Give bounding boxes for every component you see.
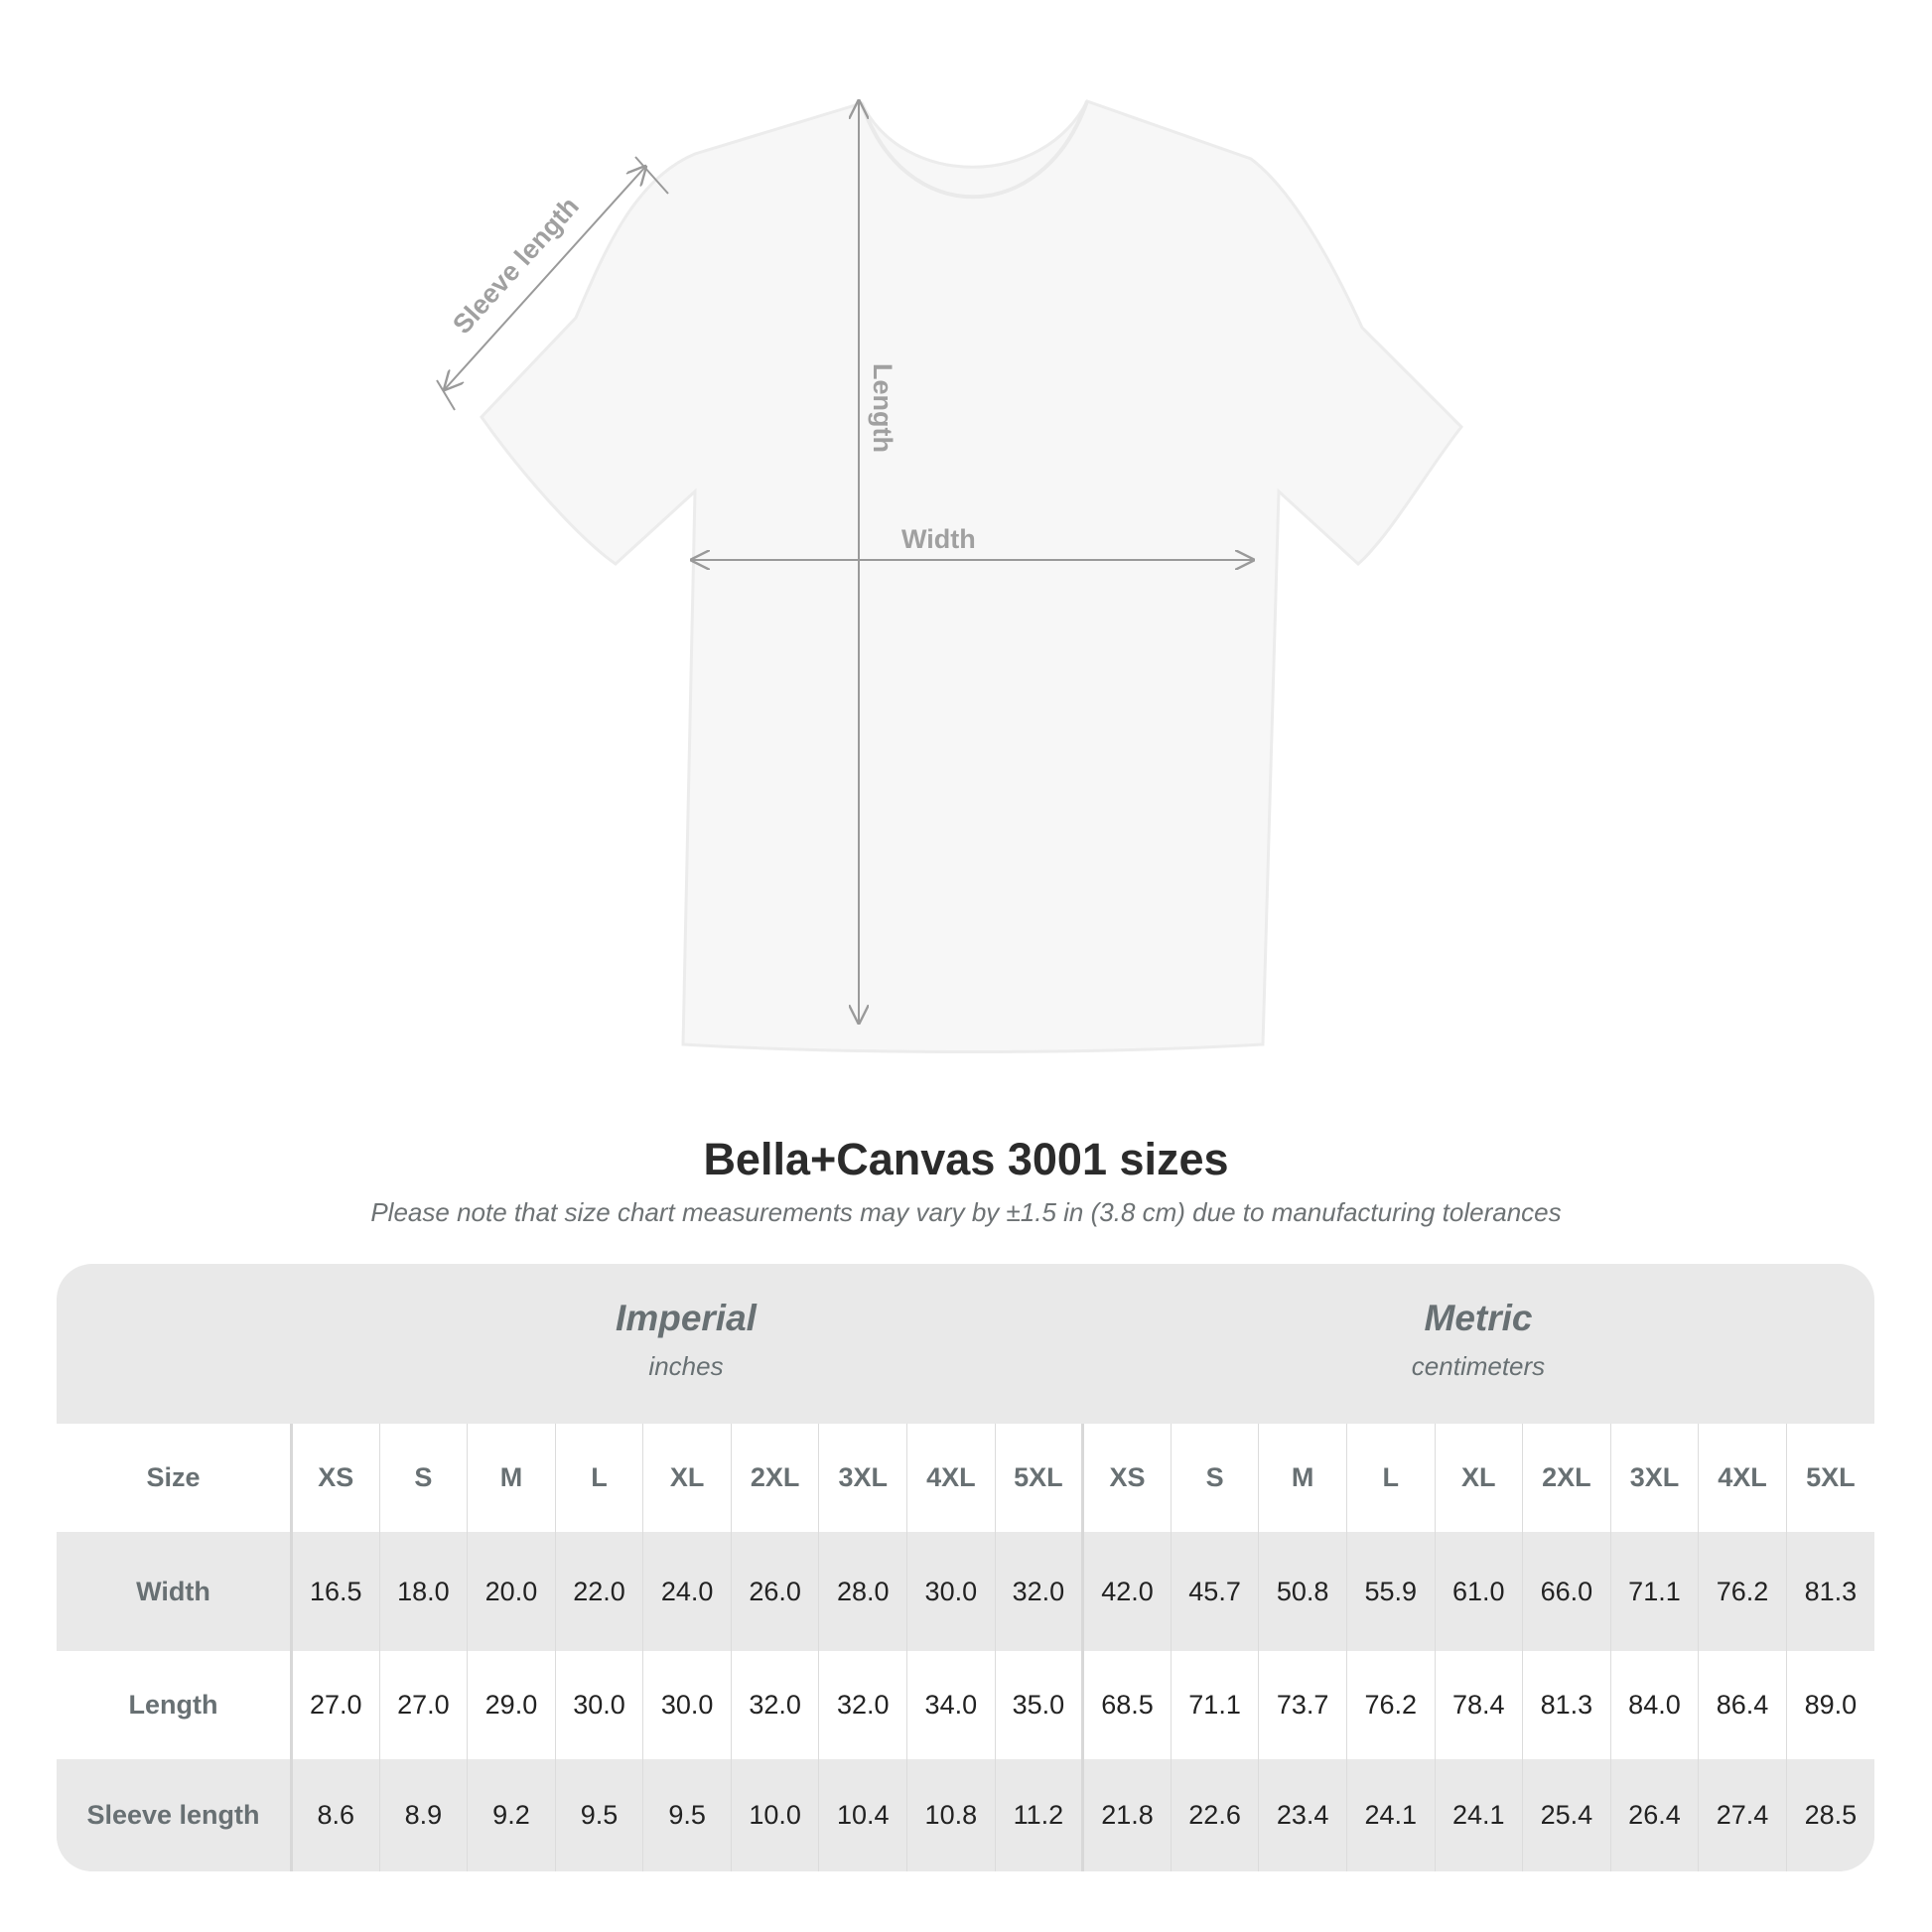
imperial-cell: 18.0 [378,1532,468,1651]
imperial-cell: 9.5 [642,1759,732,1871]
sleeve-length-label: Sleeve length [447,192,585,340]
imperial-cell: 34.0 [906,1651,996,1759]
metric-cell: 68.5 [1081,1651,1172,1759]
imperial-cell: 32.0 [994,1532,1083,1651]
imperial-cell: 27.0 [291,1651,380,1759]
imperial-cell: 32.0 [818,1651,907,1759]
metric-cell: 42.0 [1081,1532,1172,1651]
tshirt-diagram: Sleeve length Length Width [436,0,1464,1053]
imperial-cell: 28.0 [818,1532,907,1651]
metric-cell: 45.7 [1170,1532,1259,1651]
imperial-cell: 30.0 [642,1651,732,1759]
metric-cell: 22.6 [1170,1759,1259,1871]
chart-title: Bella+Canvas 3001 sizes [703,1134,1229,1184]
metric-cell: 73.7 [1258,1651,1347,1759]
metric-cell: 84.0 [1609,1651,1699,1759]
imperial-size-s: S [378,1424,468,1532]
tolerance-note: Please note that size chart measurements… [370,1197,1562,1227]
imperial-size-m: M [467,1424,556,1532]
metric-cell: 55.9 [1345,1532,1436,1651]
metric-cell: 25.4 [1522,1759,1611,1871]
metric-cell: 27.4 [1698,1759,1787,1871]
imperial-cell: 35.0 [994,1651,1083,1759]
metric-cell: 71.1 [1609,1532,1699,1651]
imperial-cell: 22.0 [554,1532,643,1651]
imperial-cell: 26.0 [730,1532,819,1651]
metric-cell: 78.4 [1434,1651,1523,1759]
metric-cell: 23.4 [1258,1759,1347,1871]
imperial-cell: 8.6 [291,1759,380,1871]
imperial-size-5xl: 5XL [994,1424,1083,1532]
metric-cell: 89.0 [1785,1651,1874,1759]
metric-header: Metric centimeters [1082,1264,1874,1424]
imperial-cell: 16.5 [291,1532,380,1651]
row-label: Length [57,1651,293,1759]
imperial-size-xs: XS [291,1424,380,1532]
imperial-cell: 9.2 [467,1759,556,1871]
table-row: Length 27.0 27.0 29.0 30.0 30.0 32.0 32.0 34.0 35… [57,1651,1874,1759]
metric-size-5xl: 5XL [1785,1424,1874,1532]
imperial-cell: 32.0 [730,1651,819,1759]
metric-cell: 50.8 [1258,1532,1347,1651]
imperial-cell: 10.0 [730,1759,819,1871]
imperial-cell: 27.0 [378,1651,468,1759]
table-row: Sleeve length 8.6 8.9 9.2 9.5 9.5 10.0 10.4 10.8… [57,1759,1874,1871]
metric-cell: 26.4 [1609,1759,1699,1871]
imperial-cell: 30.0 [554,1651,643,1759]
imperial-cell: 20.0 [467,1532,556,1651]
metric-size-l: L [1345,1424,1436,1532]
imperial-cell: 29.0 [467,1651,556,1759]
size-header-row: Size XS S M L XL 2XL 3XL 4XL 5XL XS S M L XL 2XL 3XL 4XL 5… [57,1424,1874,1532]
imperial-cell: 10.8 [906,1759,996,1871]
metric-cell: 24.1 [1345,1759,1436,1871]
imperial-header: Imperial inches [290,1264,1082,1424]
metric-cell: 24.1 [1434,1759,1523,1871]
imperial-cell: 8.9 [378,1759,468,1871]
collar [860,100,1089,200]
imperial-cell: 11.2 [994,1759,1083,1871]
size-table: Imperial inches Metric centimeters Size X… [57,1264,1874,1871]
imperial-title: Imperial [616,1298,757,1338]
row-label: Width [57,1532,293,1651]
imperial-size-xl: XL [642,1424,732,1532]
metric-cell: 81.3 [1522,1651,1611,1759]
metric-size-s: S [1170,1424,1259,1532]
metric-cell: 86.4 [1698,1651,1787,1759]
metric-size-4xl: 4XL [1698,1424,1787,1532]
length-label: Length [868,363,897,453]
metric-cell: 28.5 [1785,1759,1874,1871]
sleeve-tick [634,156,669,195]
size-grid: Size XS S M L XL 2XL 3XL 4XL 5XL XS S M L XL 2XL 3XL 4XL 5… [57,1424,1874,1871]
imperial-cell: 10.4 [818,1759,907,1871]
metric-title: Metric [1424,1298,1533,1338]
sleeve-measure-line [445,167,645,389]
size-label: Size [57,1424,293,1532]
imperial-size-3xl: 3XL [818,1424,907,1532]
imperial-cell: 30.0 [906,1532,996,1651]
imperial-size-4xl: 4XL [906,1424,996,1532]
sleeve-tick [436,379,456,411]
imperial-size-l: L [554,1424,643,1532]
metric-size-xl: XL [1434,1424,1523,1532]
imperial-size-2xl: 2XL [730,1424,819,1532]
metric-cell: 61.0 [1434,1532,1523,1651]
imperial-cell: 24.0 [642,1532,732,1651]
metric-unit: centimeters [1411,1351,1546,1381]
metric-cell: 71.1 [1170,1651,1259,1759]
metric-size-xs: XS [1081,1424,1172,1532]
row-label: Sleeve length [57,1759,293,1871]
imperial-cell: 9.5 [554,1759,643,1871]
width-label: Width [901,524,976,554]
metric-cell: 76.2 [1698,1532,1787,1651]
metric-cell: 81.3 [1785,1532,1874,1651]
metric-size-3xl: 3XL [1609,1424,1699,1532]
table-row: Width 16.5 18.0 20.0 22.0 24.0 26.0 28.0 30.0 32.… [57,1532,1874,1651]
imperial-unit: inches [648,1351,724,1381]
metric-cell: 21.8 [1081,1759,1172,1871]
metric-cell: 76.2 [1345,1651,1436,1759]
metric-cell: 66.0 [1522,1532,1611,1651]
metric-size-2xl: 2XL [1522,1424,1611,1532]
tshirt-image [480,99,1464,1053]
metric-size-m: M [1258,1424,1347,1532]
